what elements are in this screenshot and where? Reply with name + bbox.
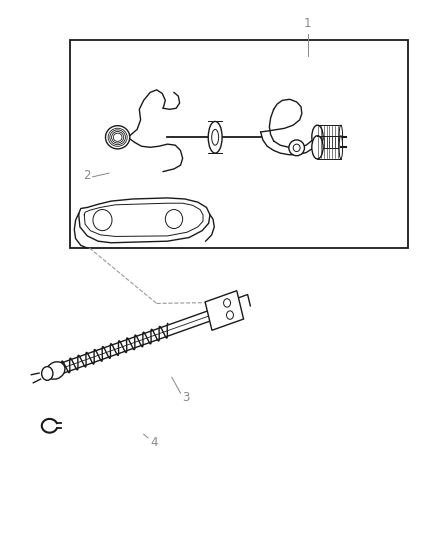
Ellipse shape [226, 311, 233, 319]
Text: 1: 1 [304, 17, 311, 29]
Bar [70, 39, 407, 248]
Ellipse shape [339, 125, 342, 148]
Ellipse shape [42, 367, 53, 381]
Ellipse shape [46, 362, 65, 379]
Ellipse shape [223, 298, 230, 307]
Text: 4: 4 [150, 436, 157, 449]
Ellipse shape [339, 136, 342, 159]
Ellipse shape [288, 140, 304, 156]
Polygon shape [205, 290, 243, 330]
Text: 2: 2 [83, 169, 90, 182]
Ellipse shape [311, 125, 322, 148]
Text: 3: 3 [182, 391, 190, 404]
Ellipse shape [311, 136, 322, 159]
Ellipse shape [208, 122, 222, 153]
